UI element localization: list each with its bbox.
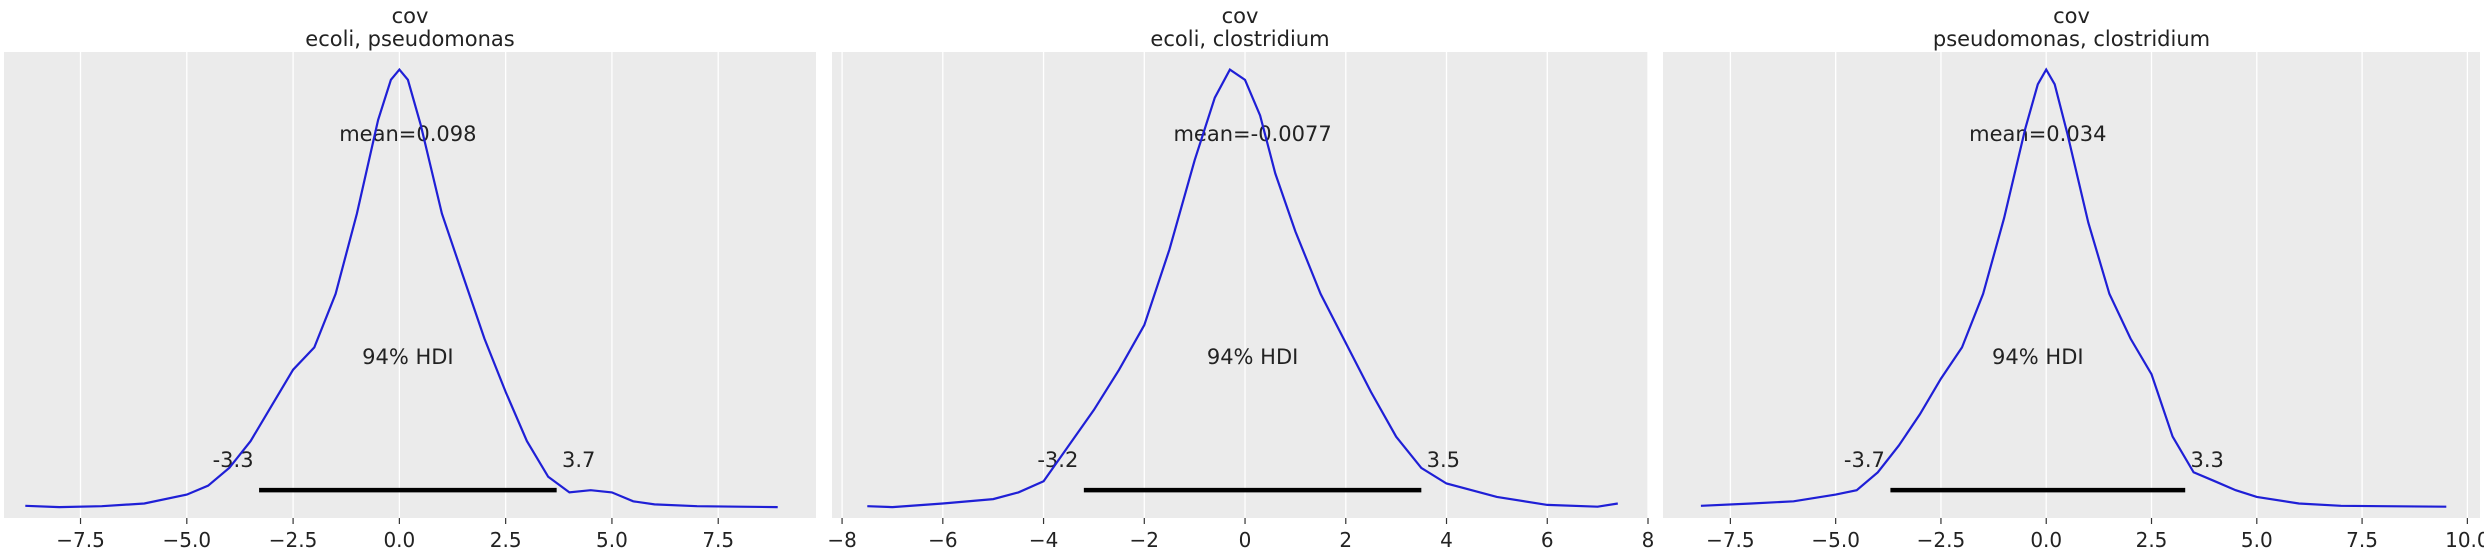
x-tick-label: 5.0	[596, 528, 628, 552]
x-tick-label: −5.0	[1811, 528, 1860, 552]
x-tick-label: 6	[1541, 528, 1554, 552]
plot-subtitle: ecoli, clostridium	[1150, 27, 1329, 51]
subplot-2: cov ecoli, clostridium mean=-0.0077 94% …	[827, 4, 1654, 552]
hdi-label: 94% HDI	[1992, 345, 2084, 369]
plot-title: cov	[1222, 4, 1259, 28]
x-tick-label: 0	[1239, 528, 1252, 552]
x-tick-label: −6	[928, 528, 957, 552]
x-tick-label: −2.5	[269, 528, 318, 552]
hdi-low-label: -3.7	[1844, 448, 1885, 472]
mean-label: mean=0.034	[1969, 122, 2106, 146]
x-tick-label: −7.5	[1706, 528, 1755, 552]
plot-area	[832, 52, 1648, 518]
x-tick-label: 2.5	[2136, 528, 2168, 552]
x-tick-label: 8	[1642, 528, 1655, 552]
hdi-high-label: 3.5	[1427, 448, 1460, 472]
plot-area	[4, 52, 816, 518]
x-tick-label: 0.0	[2030, 528, 2062, 552]
mean-label: mean=0.098	[339, 122, 476, 146]
subplot-3: cov pseudomonas, clostridium mean=0.034 …	[1663, 4, 2484, 552]
x-tick-label: −4	[1029, 528, 1058, 552]
density-curve	[1700, 67, 2447, 508]
x-tick-label: −2	[1130, 528, 1159, 552]
hdi-high-label: 3.7	[562, 448, 595, 472]
plot-subtitle: ecoli, pseudomonas	[305, 27, 514, 51]
x-tick-label: 7.5	[702, 528, 734, 552]
x-tick-label: 10.0	[2445, 528, 2484, 552]
x-tick-label: 2	[1339, 528, 1352, 552]
plot-title: cov	[2053, 4, 2090, 28]
x-tick-label: −5.0	[163, 528, 212, 552]
hdi-label: 94% HDI	[362, 345, 454, 369]
x-tick-label: 0.0	[383, 528, 415, 552]
hdi-low-label: -3.3	[213, 448, 254, 472]
x-tick-label: 2.5	[490, 528, 522, 552]
subplot-1: cov ecoli, pseudomonas mean=0.098 94% HD…	[4, 4, 816, 552]
density-curve	[25, 67, 778, 509]
x-tick-label: 4	[1440, 528, 1453, 552]
x-tick-label: −7.5	[56, 528, 105, 552]
density-curve	[867, 68, 1618, 509]
x-tick-label: 5.0	[2241, 528, 2273, 552]
mean-label: mean=-0.0077	[1173, 122, 1331, 146]
plot-title: cov	[392, 4, 429, 28]
plot-subtitle: pseudomonas, clostridium	[1933, 27, 2210, 51]
x-tick-label: 7.5	[2346, 528, 2378, 552]
hdi-high-label: 3.3	[2191, 448, 2224, 472]
x-tick-label: −2.5	[1917, 528, 1966, 552]
hdi-label: 94% HDI	[1207, 345, 1299, 369]
plot-area	[1663, 52, 2480, 518]
x-tick-label: −8	[827, 528, 856, 552]
